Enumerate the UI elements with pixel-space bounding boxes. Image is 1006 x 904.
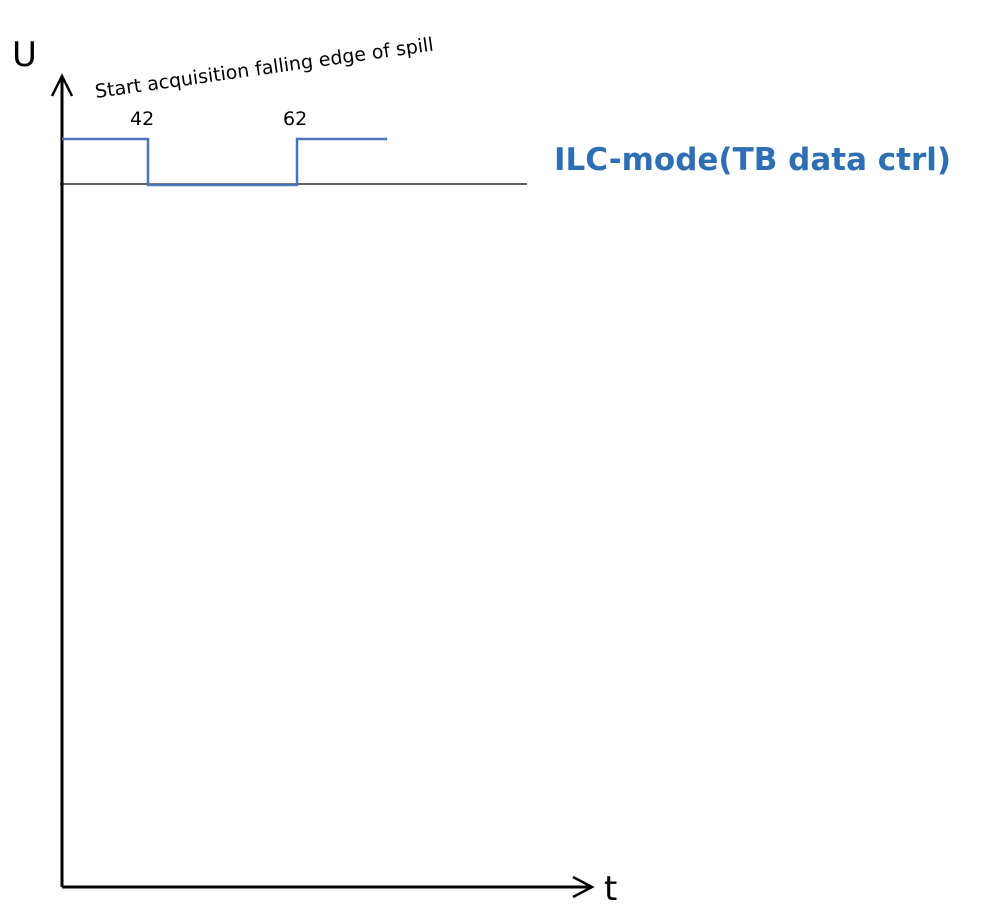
x-axis-arrow-icon [572, 875, 595, 899]
y-axis-arrow-icon [50, 73, 74, 97]
edge-label-rising: 62 [283, 108, 307, 130]
mode-title: ILC-mode(TB data ctrl) [554, 142, 951, 178]
edge-label-falling: 42 [130, 108, 154, 130]
signal-waveform [62, 137, 387, 187]
acquisition-annotation: Start acquisition falling edge of spill [94, 34, 435, 103]
y-axis-label: U [12, 35, 37, 75]
x-axis-label: t [604, 869, 617, 904]
